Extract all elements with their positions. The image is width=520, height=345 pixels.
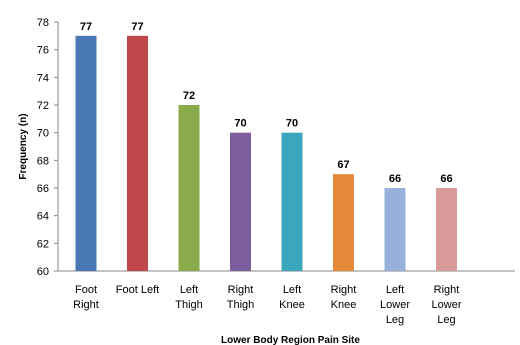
data-label: 77 bbox=[131, 21, 143, 33]
x-tick-label: Left Thigh bbox=[175, 284, 203, 311]
y-tick-label: 70 bbox=[37, 128, 49, 140]
bar bbox=[281, 132, 303, 271]
bar bbox=[178, 105, 200, 271]
bar bbox=[127, 35, 148, 272]
data-label: 70 bbox=[234, 118, 246, 130]
data-label: 70 bbox=[286, 118, 298, 130]
y-tick-label: 68 bbox=[37, 155, 49, 167]
y-tick-label: 62 bbox=[37, 238, 49, 250]
x-tick-label: Left Lower Leg bbox=[380, 284, 410, 326]
y-tick-label: 78 bbox=[37, 17, 49, 29]
data-label: 67 bbox=[337, 159, 349, 171]
bars bbox=[75, 35, 457, 272]
data-label: 66 bbox=[389, 173, 401, 185]
data-label: 72 bbox=[183, 90, 195, 102]
data-label: 66 bbox=[440, 173, 452, 185]
y-tick-label: 76 bbox=[37, 45, 49, 57]
x-tick-label: Left Knee bbox=[279, 284, 305, 311]
data-labels: 77 77 72 70 70 67 66 66 bbox=[80, 21, 453, 185]
bar bbox=[230, 132, 251, 271]
x-tick-label: Right Lower Leg bbox=[432, 284, 462, 326]
x-axis-title: Lower Body Region Pain Site bbox=[221, 335, 360, 345]
x-tick-label: Foot Left bbox=[116, 284, 159, 296]
y-tick-label: 66 bbox=[37, 183, 49, 195]
bar bbox=[333, 174, 354, 271]
y-tick-label: 64 bbox=[37, 211, 49, 223]
x-tick-label: Foot Right bbox=[73, 284, 99, 311]
y-tick-label: 72 bbox=[37, 100, 49, 112]
y-tick-label: 74 bbox=[37, 72, 49, 84]
x-tick-label: Right Thigh bbox=[227, 284, 255, 311]
data-label: 77 bbox=[80, 21, 92, 33]
y-axis: 60 62 64 66 68 70 72 74 76 78 bbox=[37, 17, 59, 278]
x-tick-label: Right Knee bbox=[331, 284, 357, 311]
y-axis-title: Frequency (n) bbox=[18, 113, 29, 179]
y-tick-label: 60 bbox=[37, 266, 49, 278]
bar bbox=[384, 188, 406, 271]
category-labels: Foot Right Foot Left Left Thigh Right Thigh Lef… bbox=[73, 284, 462, 326]
bar bbox=[436, 188, 457, 271]
bar bbox=[75, 35, 97, 272]
